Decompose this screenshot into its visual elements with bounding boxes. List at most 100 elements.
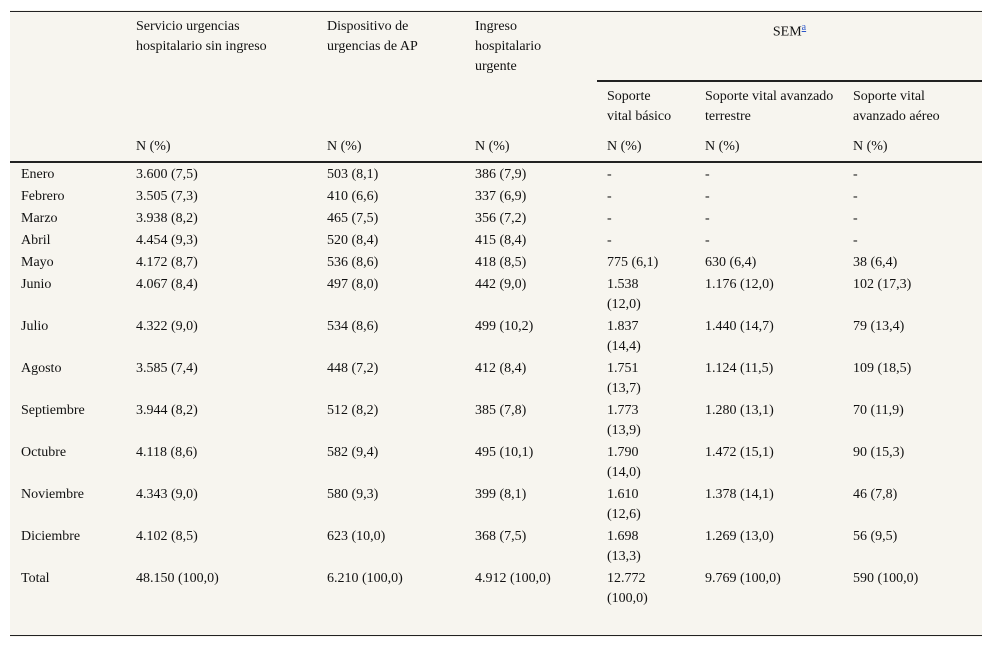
cell: 580 (9,3) (327, 487, 379, 502)
column-header: Ingreso hospitalario urgente (475, 19, 542, 74)
row-label: Febrero (21, 189, 65, 204)
row-label: Agosto (21, 361, 62, 376)
cell: - (853, 233, 858, 248)
unit-header: N (%) (607, 139, 642, 154)
cell: 465 (7,5) (327, 211, 379, 226)
cell: 4.118 (8,6) (136, 445, 198, 460)
cell: - (853, 167, 858, 182)
bottom-rule (10, 635, 982, 636)
cell: - (705, 233, 710, 248)
row-label: Enero (21, 167, 55, 182)
cell: - (705, 189, 710, 204)
cell: - (607, 189, 612, 204)
cell: 775 (6,1) (607, 255, 659, 270)
header-rule (10, 161, 982, 163)
unit-header: N (%) (705, 139, 740, 154)
row-label: Total (21, 571, 50, 586)
cell: 9.769 (100,0) (705, 571, 781, 586)
cell: 46 (7,8) (853, 487, 898, 502)
column-header: Soporte vital avanzado aéreo (853, 89, 940, 124)
cell: 4.172 (8,7) (136, 255, 198, 270)
unit-header: N (%) (327, 139, 362, 154)
cell: 1.440 (14,7) (705, 319, 774, 334)
cell: 499 (10,2) (475, 319, 534, 334)
cell: 1.269 (13,0) (705, 529, 774, 544)
cell: 623 (10,0) (327, 529, 386, 544)
column-header: Soporte vital avanzado terrestre (705, 89, 834, 124)
cell: - (853, 211, 858, 226)
group-rule (597, 80, 982, 82)
cell: 3.585 (7,4) (136, 361, 198, 376)
cell: 4.912 (100,0) (475, 571, 551, 586)
cell: 497 (8,0) (327, 277, 379, 292)
cell: 582 (9,4) (327, 445, 379, 460)
cell: 1.176 (12,0) (705, 277, 774, 292)
row-label: Noviembre (21, 487, 84, 502)
top-rule (10, 11, 982, 12)
cell: 630 (6,4) (705, 255, 757, 270)
row-label: Marzo (21, 211, 58, 226)
cell: 4.102 (8,5) (136, 529, 198, 544)
row-label: Abril (21, 233, 51, 248)
cell: 12.772 (100,0) (607, 571, 648, 606)
cell: 6.210 (100,0) (327, 571, 403, 586)
cell: 356 (7,2) (475, 211, 527, 226)
cell: 1.538 (12,0) (607, 277, 641, 312)
cell: 4.343 (9,0) (136, 487, 198, 502)
cell: 70 (11,9) (853, 403, 904, 418)
cell: - (607, 167, 612, 182)
cell: 109 (18,5) (853, 361, 912, 376)
cell: 1.378 (14,1) (705, 487, 774, 502)
cell: - (607, 233, 612, 248)
cell: 442 (9,0) (475, 277, 527, 292)
cell: 415 (8,4) (475, 233, 527, 248)
cell: 1.280 (13,1) (705, 403, 774, 418)
group-header: SEMa (597, 17, 982, 43)
cell: 399 (8,1) (475, 487, 527, 502)
cell: 3.600 (7,5) (136, 167, 198, 182)
cell: 412 (8,4) (475, 361, 527, 376)
cell: 534 (8,6) (327, 319, 379, 334)
cell: 368 (7,5) (475, 529, 527, 544)
row-label: Junio (21, 277, 52, 292)
cell: - (705, 167, 710, 182)
cell: 1.751 (13,7) (607, 361, 641, 396)
row-label: Mayo (21, 255, 54, 270)
cell: 386 (7,9) (475, 167, 527, 182)
cell: 1.790 (14,0) (607, 445, 641, 480)
cell: 56 (9,5) (853, 529, 898, 544)
footnote-link[interactable]: a (801, 22, 807, 33)
row-label: Septiembre (21, 403, 85, 418)
unit-header: N (%) (853, 139, 888, 154)
cell: 590 (100,0) (853, 571, 919, 586)
cell: 3.938 (8,2) (136, 211, 198, 226)
row-label: Diciembre (21, 529, 81, 544)
cell: 3.944 (8,2) (136, 403, 198, 418)
cell: 1.610 (12,6) (607, 487, 641, 522)
cell: 1.124 (11,5) (705, 361, 774, 376)
cell: 1.472 (15,1) (705, 445, 774, 460)
cell: 520 (8,4) (327, 233, 379, 248)
cell: 1.698 (13,3) (607, 529, 641, 564)
column-header: Dispositivo de urgencias de AP (327, 19, 418, 54)
row-label: Julio (21, 319, 49, 334)
cell: 1.837 (14,4) (607, 319, 641, 354)
cell: 503 (8,1) (327, 167, 379, 182)
cell: 337 (6,9) (475, 189, 527, 204)
cell: - (607, 211, 612, 226)
cell: 448 (7,2) (327, 361, 379, 376)
cell: 1.773 (13,9) (607, 403, 641, 438)
cell: 495 (10,1) (475, 445, 534, 460)
cell: 4.454 (9,3) (136, 233, 198, 248)
cell: 48.150 (100,0) (136, 571, 219, 586)
cell: - (705, 211, 710, 226)
unit-header: N (%) (475, 139, 510, 154)
cell: 79 (13,4) (853, 319, 905, 334)
cell: 385 (7,8) (475, 403, 527, 418)
column-header: Soporte vital básico (607, 89, 672, 124)
column-header: Servicio urgencias hospitalario sin ingr… (136, 19, 267, 54)
cell: 4.067 (8,4) (136, 277, 198, 292)
cell: 536 (8,6) (327, 255, 379, 270)
cell: 410 (6,6) (327, 189, 379, 204)
cell: 418 (8,5) (475, 255, 527, 270)
